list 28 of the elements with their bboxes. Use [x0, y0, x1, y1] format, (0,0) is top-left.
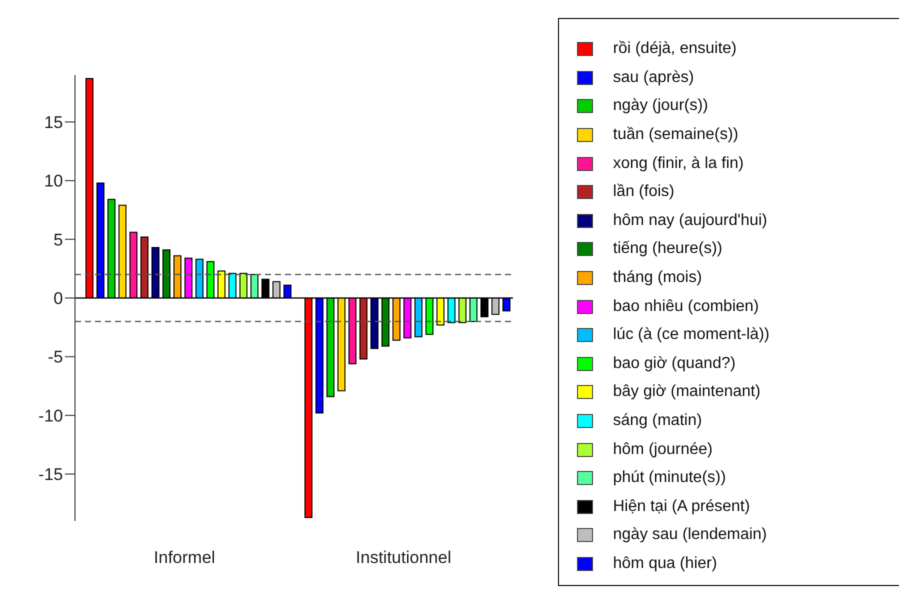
y-tick-label: -5: [48, 348, 63, 367]
y-tick-label: 0: [54, 289, 63, 308]
legend-label: ngày sau (lendemain): [613, 526, 767, 544]
legend-label: lần (fois): [613, 183, 674, 202]
y-tick-label: -15: [38, 465, 63, 484]
legend-label: ngày (jour(s)): [613, 97, 708, 116]
legend-label: Hiện tại (A présent): [613, 498, 750, 516]
legend-label: phút (minute(s)): [613, 469, 726, 488]
legend-label: tháng (mois): [613, 269, 702, 288]
legend-label: hôm qua (hier): [613, 554, 718, 573]
x-tick-label: Institutionnel: [356, 548, 452, 568]
y-tick-label: 5: [54, 230, 63, 250]
legend-label: tiếng (heure(s)): [613, 240, 722, 258]
legend-label: hôm nay (aujourd'hui): [613, 212, 768, 230]
legend-label: hôm (journée): [613, 440, 713, 459]
y-tick-label: -10: [38, 406, 63, 426]
legend-label: sau (après): [613, 68, 694, 87]
legend-label: bây giờ (maintenant): [613, 383, 760, 402]
legend-label: tuần (semaine(s)): [613, 126, 738, 144]
legend-label: bao giờ (quand?): [613, 354, 736, 373]
legend-label: lúc (à (ce moment-là)): [613, 326, 770, 344]
legend-label: sáng (matin): [613, 412, 702, 430]
y-tick-label: 10: [44, 172, 63, 191]
legend-label: bao nhiêu (combien): [613, 298, 759, 316]
legend-label: xong (finir, à la fin): [613, 154, 744, 173]
x-tick-label: Informel: [154, 548, 216, 568]
legend-label: rồi (déjà, ensuite): [613, 40, 737, 58]
y-tick-label: 15: [44, 112, 63, 132]
